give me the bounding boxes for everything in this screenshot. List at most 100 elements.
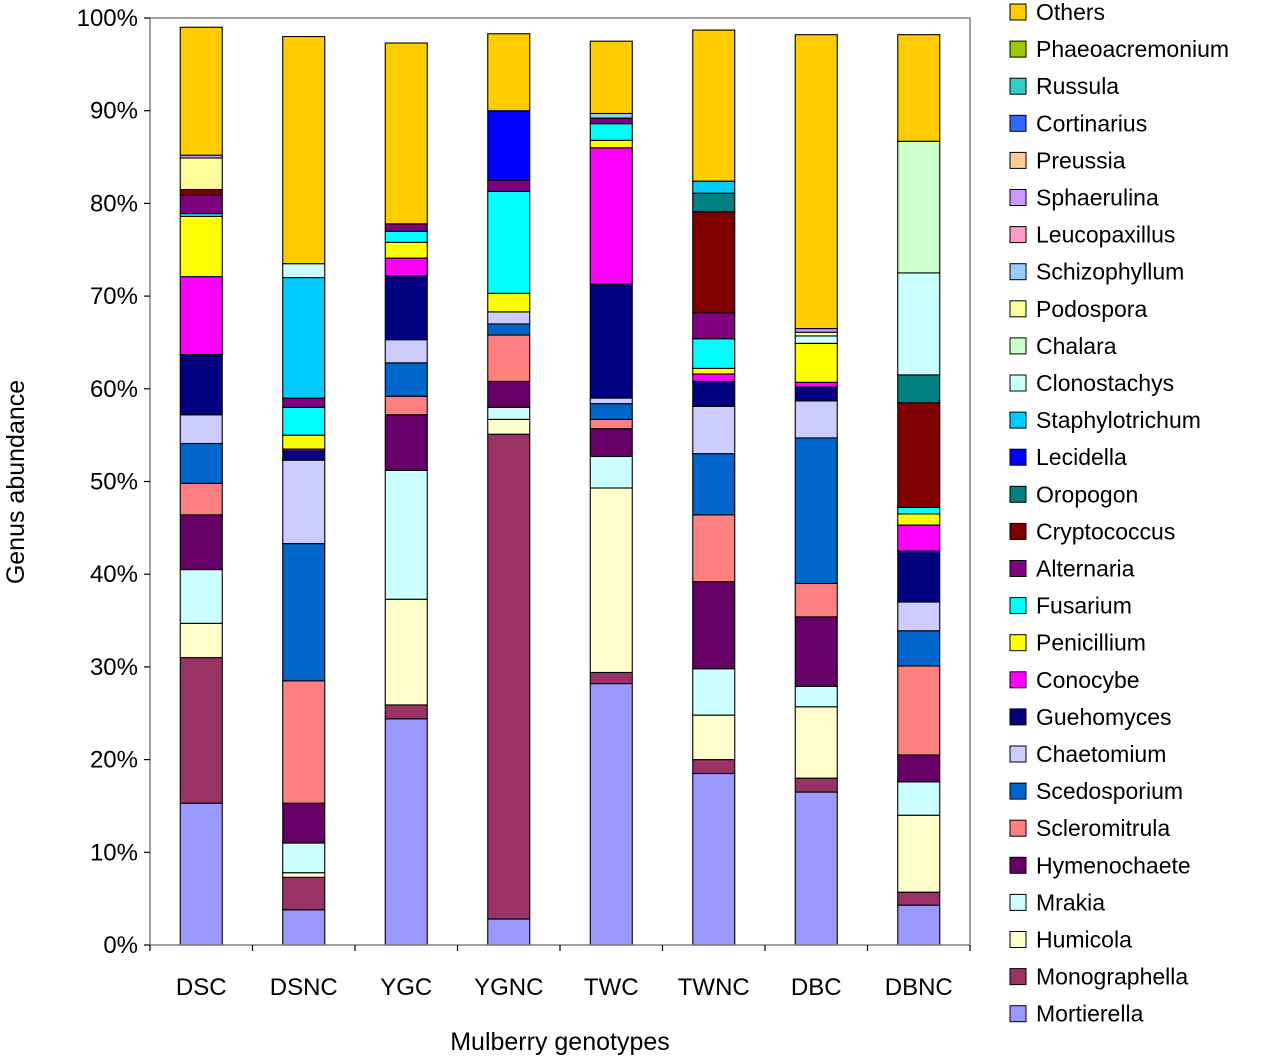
legend-label: Alternaria — [1036, 556, 1135, 582]
legend-item-fusarium: Fusarium — [1009, 593, 1132, 619]
bar-segment-twc-conocybe — [589, 147, 633, 285]
bar-segment-dsc-monographella — [179, 657, 223, 804]
bar-segment-dbnc-oropogon — [897, 374, 941, 404]
legend-swatch — [1009, 522, 1027, 540]
bar-segment-ygnc-monographella — [487, 433, 531, 920]
bar-segment-dbnc-monographella — [897, 891, 941, 906]
legend-swatch — [1009, 77, 1027, 95]
bar-segment-ygnc-penicillium — [487, 292, 531, 313]
legend-swatch — [1009, 300, 1027, 318]
bar-segment-dbc-sphaerulina — [794, 327, 838, 333]
legend-item-podospora: Podospora — [1009, 296, 1147, 322]
bar-segment-dbc-clonostachys — [794, 335, 838, 344]
legend-item-scleromitrula: Scleromitrula — [1009, 815, 1170, 841]
legend-label: Staphylotrichum — [1036, 407, 1201, 433]
bar-segment-dbc-scedosporium — [794, 437, 838, 585]
bar-segment-ygnc-scedosporium — [487, 323, 531, 336]
bar-segment-ygnc-hymenochaete — [487, 380, 531, 408]
bar-segment-dbc-mortierella — [794, 791, 838, 946]
bar-segment-dsnc-humicola — [282, 872, 326, 878]
legend-item-scedosporium: Scedosporium — [1009, 778, 1183, 804]
bars — [179, 26, 941, 946]
bar-segment-dsnc-mortierella — [282, 909, 326, 946]
x-axis-title: Mulberry genotypes — [450, 1028, 670, 1056]
y-tick-label: 10% — [90, 839, 138, 866]
bar-segment-twnc-fusarium — [692, 338, 736, 369]
bar-segment-dbnc-others — [897, 34, 941, 142]
bar-segment-dsc-mortierella — [179, 802, 223, 946]
legend-swatch — [1009, 337, 1027, 355]
y-tick-label: 50% — [90, 469, 138, 496]
legend-item-mortierella: Mortierella — [1009, 1001, 1144, 1027]
bar-dsnc — [282, 35, 326, 946]
legend: Others Phaeoacremonium Russula Cortinarius P… — [1009, 0, 1229, 1027]
bar-segment-ygc-hymenochaete — [384, 414, 428, 471]
legend-label: Others — [1036, 0, 1105, 25]
bar-twnc — [692, 29, 736, 946]
bar-segment-ygc-alternaria — [384, 223, 428, 232]
legend-label: Scedosporium — [1036, 778, 1183, 804]
legend-item-guehomyces: Guehomyces — [1009, 704, 1172, 730]
bar-segment-ygc-chaetomium — [384, 339, 428, 364]
legend-swatch — [1009, 634, 1027, 652]
bar-segment-ygc-scedosporium — [384, 362, 428, 397]
bar-twc — [589, 40, 633, 946]
bar-segment-ygc-penicillium — [384, 241, 428, 259]
bar-segment-ygc-guehomyces — [384, 275, 428, 341]
legend-swatch — [1009, 671, 1027, 689]
bar-segment-dsc-scedosporium — [179, 442, 223, 484]
bar-segment-twnc-hymenochaete — [692, 581, 736, 670]
bar-segment-ygc-humicola — [384, 598, 428, 706]
bar-segment-ygnc-mrakia — [487, 406, 531, 420]
bar-segment-dsc-penicillium — [179, 215, 223, 278]
bar-segment-dsc-guehomyces — [179, 353, 223, 416]
bar-segment-dbc-others — [794, 34, 838, 330]
bar-dsc — [179, 26, 223, 946]
legend-label: Cryptococcus — [1036, 518, 1175, 544]
bar-segment-twc-scleromitrula — [589, 418, 633, 430]
legend-item-humicola: Humicola — [1009, 927, 1132, 953]
bar-segment-ygc-others — [384, 42, 428, 225]
bar-segment-dbnc-penicillium — [897, 513, 941, 526]
legend-item-cryptococcus: Cryptococcus — [1009, 518, 1175, 544]
legend-item-penicillium: Penicillium — [1009, 630, 1146, 656]
y-tick-label: 100% — [77, 5, 138, 32]
legend-item-leucopaxillus: Leucopaxillus — [1009, 222, 1175, 248]
bar-segment-twc-penicillium — [589, 139, 633, 149]
bar-segment-dbc-chaetomium — [794, 400, 838, 439]
bar-segment-twnc-alternaria — [692, 312, 736, 340]
bar-segment-dsc-others — [179, 26, 223, 156]
bar-segment-ygnc-alternaria — [487, 179, 531, 192]
bar-segment-dsnc-chaetomium — [282, 459, 326, 545]
bar-segment-twc-others — [589, 40, 633, 115]
legend-swatch — [1009, 151, 1027, 169]
bar-segment-twnc-monographella — [692, 759, 736, 775]
legend-swatch — [1009, 1005, 1027, 1023]
bar-segment-twnc-guehomyces — [692, 380, 736, 407]
bar-segment-dsnc-fusarium — [282, 406, 326, 436]
legend-label: Mortierella — [1036, 1001, 1144, 1027]
legend-swatch — [1009, 782, 1027, 800]
bar-dbc — [794, 34, 838, 946]
y-tick-label: 70% — [90, 283, 138, 310]
bar-segment-dsnc-alternaria — [282, 397, 326, 408]
legend-label: Podospora — [1036, 296, 1147, 322]
bar-segment-ygc-monographella — [384, 704, 428, 720]
y-axis-title: Genus abundance — [2, 380, 30, 584]
bar-segment-dbnc-guehomyces — [897, 550, 941, 603]
bar-segment-dbnc-scleromitrula — [897, 665, 941, 756]
legend-item-staphylotrichum: Staphylotrichum — [1009, 407, 1201, 433]
bar-segment-dsnc-others — [282, 35, 326, 265]
bar-segment-dsnc-clonostachys — [282, 263, 326, 279]
y-tick-label: 40% — [90, 561, 138, 588]
bar-segment-dsnc-scleromitrula — [282, 680, 326, 804]
legend-swatch — [1009, 708, 1027, 726]
legend-swatch — [1009, 597, 1027, 615]
bar-segment-twnc-penicillium — [692, 367, 736, 375]
legend-item-oropogon: Oropogon — [1009, 481, 1138, 507]
bar-segment-ygnc-lecidella — [487, 110, 531, 181]
bar-segment-dbnc-fusarium — [897, 506, 941, 515]
bar-segment-dsnc-guehomyces — [282, 450, 326, 461]
bar-segment-ygnc-humicola — [487, 418, 531, 435]
bar-segment-dsnc-penicillium — [282, 434, 326, 450]
